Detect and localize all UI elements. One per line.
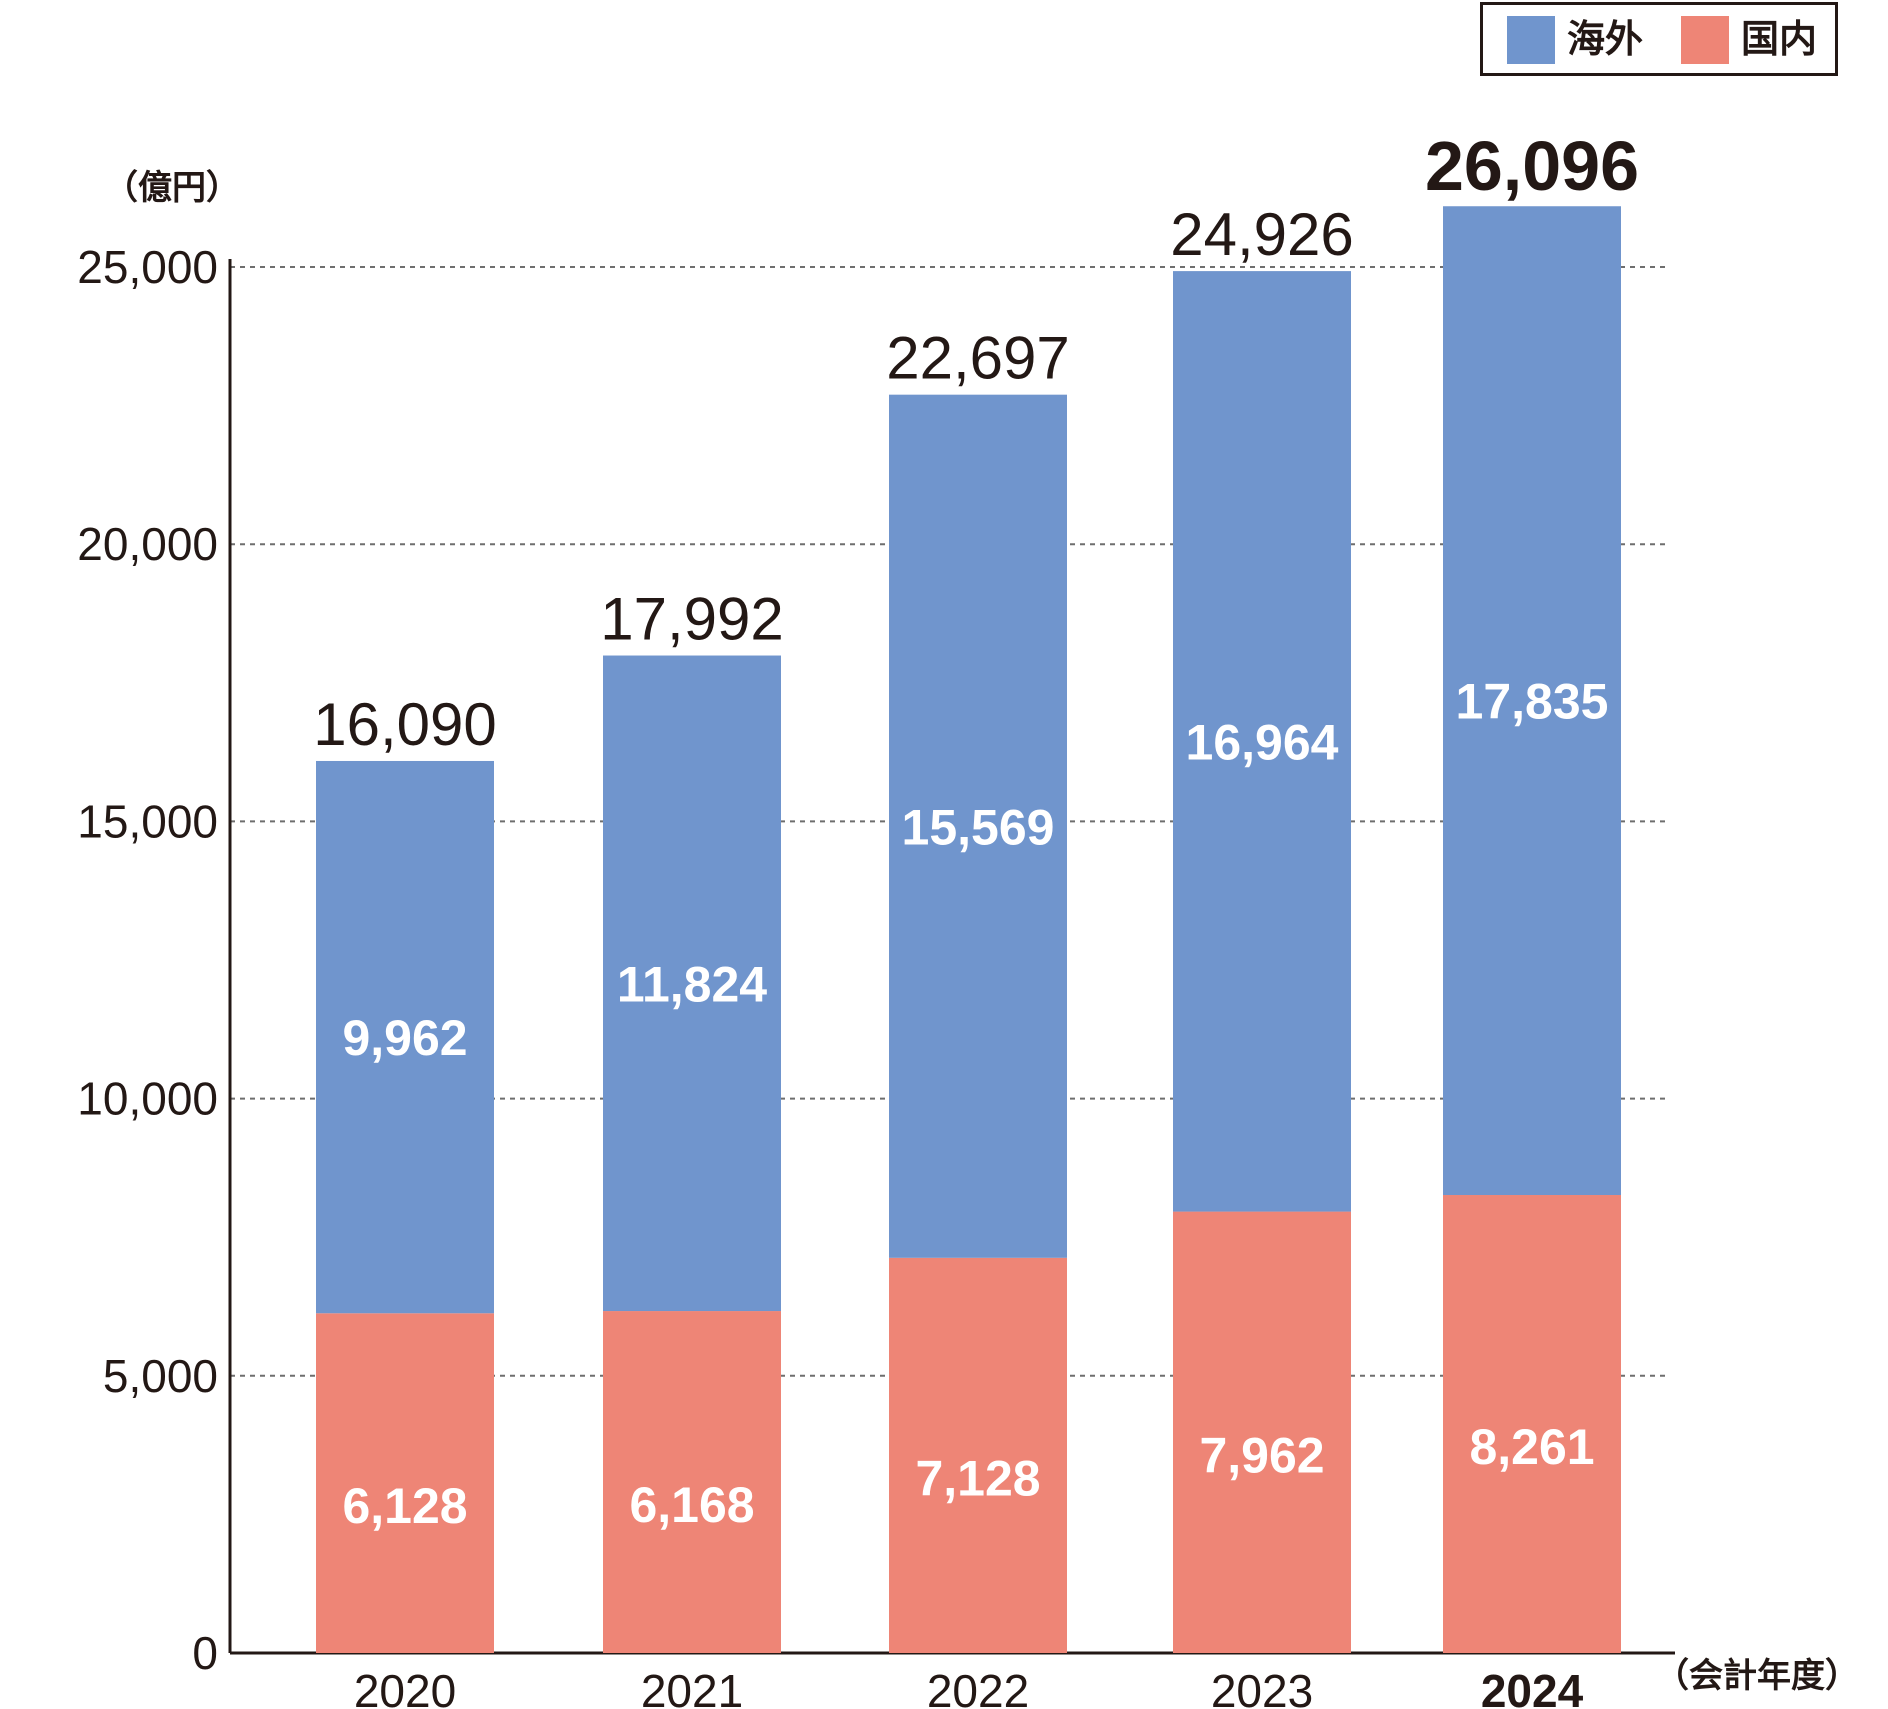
data-label-domestic: 6,168 — [629, 1477, 754, 1533]
bar-domestic-2022 — [889, 1257, 1067, 1653]
y-tick-label: 0 — [192, 1627, 218, 1679]
y-tick-label: 5,000 — [103, 1350, 218, 1402]
legend-swatch-domestic — [1681, 16, 1729, 64]
legend: 海外 国内 — [1480, 2, 1838, 76]
axes: 0 5,000 10,000 15,000 20,000 25,000 2020 2021 20… — [77, 241, 1675, 1709]
bar-overseas-2021 — [603, 655, 781, 1312]
bar-overseas-2024 — [1443, 206, 1621, 1196]
total-label: 22,697 — [886, 325, 1070, 392]
data-label-overseas: 16,964 — [1186, 714, 1339, 770]
bar-domestic-2023 — [1173, 1211, 1351, 1653]
data-label-overseas: 9,962 — [342, 1010, 467, 1066]
x-tick-label: 2020 — [354, 1665, 456, 1709]
legend-swatch-overseas — [1507, 16, 1555, 64]
total-label: 26,096 — [1425, 127, 1639, 205]
y-axis-unit-label: （億円） — [104, 169, 240, 207]
legend-label-domestic: 国内 — [1741, 19, 1818, 61]
total-label: 17,992 — [600, 586, 784, 653]
bar-domestic-2020 — [316, 1313, 494, 1653]
y-tick-label: 25,000 — [77, 241, 218, 293]
x-tick-label: 2022 — [927, 1665, 1029, 1709]
x-tick-label: 2023 — [1211, 1665, 1313, 1709]
x-tick-label: 2021 — [641, 1665, 743, 1709]
y-tick-label: 20,000 — [77, 518, 218, 570]
x-tick-label: 2024 — [1481, 1665, 1584, 1709]
data-label-domestic: 7,128 — [915, 1450, 1040, 1506]
data-label-overseas: 17,835 — [1456, 674, 1609, 730]
data-label-domestic: 6,128 — [342, 1478, 467, 1534]
bars — [316, 206, 1621, 1653]
bar-overseas-2023 — [1173, 271, 1351, 1212]
y-tick-label: 15,000 — [77, 795, 218, 847]
data-label-overseas: 15,569 — [902, 799, 1055, 855]
data-labels: 6,128 9,962 16,090 6,168 11,824 17,992 7,128 15… — [313, 127, 1639, 1534]
total-label: 16,090 — [313, 691, 497, 758]
data-label-overseas: 11,824 — [617, 956, 767, 1012]
bar-overseas-2022 — [889, 394, 1067, 1258]
data-label-domestic: 7,962 — [1199, 1427, 1324, 1483]
y-tick-label: 10,000 — [77, 1073, 218, 1125]
bar-domestic-2024 — [1443, 1195, 1621, 1653]
x-axis-unit-label: （会計年度） — [1655, 1657, 1859, 1695]
bar-overseas-2020 — [316, 760, 494, 1314]
data-label-domestic: 8,261 — [1469, 1419, 1594, 1475]
bar-domestic-2021 — [603, 1311, 781, 1653]
legend-label-overseas: 海外 — [1567, 19, 1644, 61]
total-label: 24,926 — [1170, 201, 1354, 268]
